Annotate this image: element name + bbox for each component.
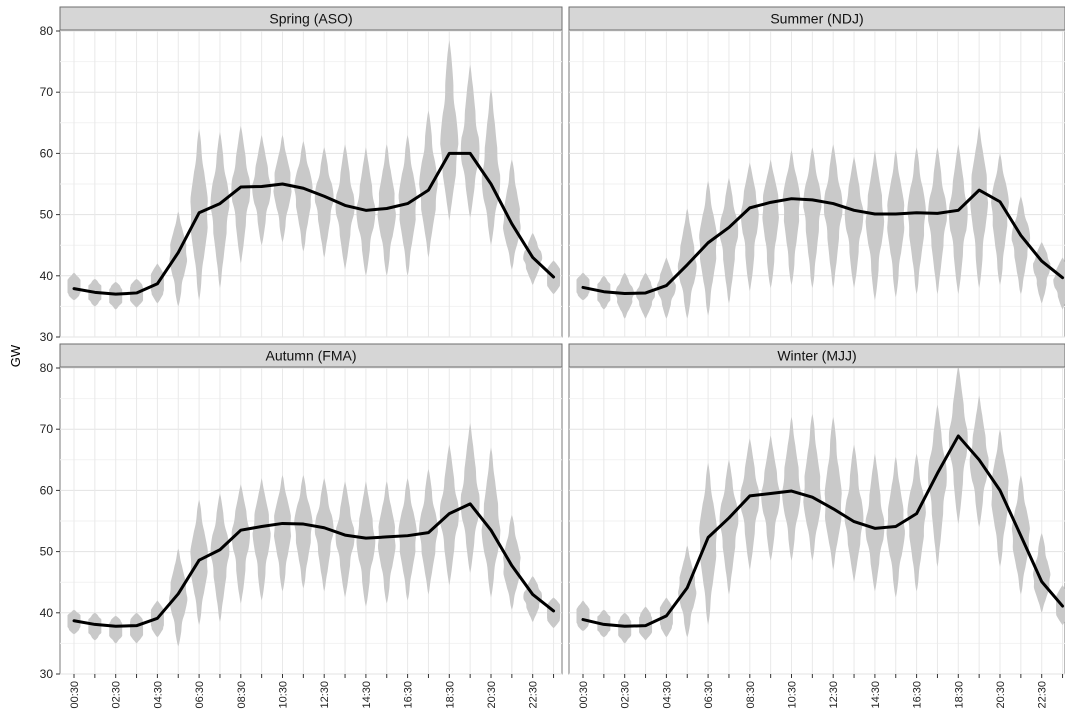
panel-title: Winter (MJJ) (777, 348, 856, 364)
y-tick-label: 80 (40, 361, 54, 375)
panel-1: Summer (NDJ) (569, 7, 1065, 337)
y-axis-label: GW (8, 344, 23, 367)
x-tick-label: 00:30 (578, 681, 590, 709)
x-tick-label: 10:30 (278, 681, 290, 709)
y-tick-label: 50 (40, 208, 54, 222)
x-tick-label: 20:30 (995, 681, 1007, 709)
y-tick-label: 40 (40, 269, 54, 283)
panel-title: Spring (ASO) (269, 11, 352, 27)
y-tick-label: 70 (40, 422, 54, 436)
y-tick-label: 50 (40, 545, 54, 559)
x-tick-label: 18:30 (444, 681, 456, 709)
x-tick-label: 16:30 (403, 681, 415, 709)
x-tick-label: 04:30 (661, 681, 673, 709)
x-tick-label: 02:30 (111, 681, 123, 709)
y-tick-label: 60 (40, 146, 54, 160)
x-tick-label: 02:30 (620, 681, 632, 709)
x-tick-label: 12:30 (828, 681, 840, 709)
panel-0: Spring (ASO) 30 40 50 60 70 80 (40, 7, 562, 344)
x-tick-label: 08:30 (745, 681, 757, 709)
x-tick-label: 16:30 (912, 681, 924, 709)
y-tick-label: 30 (40, 330, 54, 344)
x-tick-label: 00:30 (69, 681, 81, 709)
x-tick-label: 14:30 (870, 681, 882, 709)
x-tick-label: 06:30 (194, 681, 206, 709)
x-tick-label: 18:30 (953, 681, 965, 709)
y-tick-label: 70 (40, 85, 54, 99)
y-tick-label: 60 (40, 483, 54, 497)
x-tick-label: 06:30 (703, 681, 715, 709)
x-tick-label: 08:30 (236, 681, 248, 709)
y-tick-label: 80 (40, 24, 54, 38)
panel-title: Autumn (FMA) (265, 348, 356, 364)
x-tick-label: 10:30 (787, 681, 799, 709)
x-tick-label: 04:30 (152, 681, 164, 709)
panel-3: Winter (MJJ) 00:30 02:30 04:30 06:30 08:30 10:… (569, 344, 1065, 709)
panel-title: Summer (NDJ) (770, 11, 863, 27)
x-tick-label: 22:30 (528, 681, 540, 709)
x-tick-label: 20:30 (486, 681, 498, 709)
x-tick-label: 12:30 (319, 681, 331, 709)
x-tick-label: 14:30 (361, 681, 373, 709)
y-tick-label: 30 (40, 667, 54, 681)
panel-2: Autumn (FMA) 30 40 50 60 70 80 00:30 02:30 04:30 0… (40, 344, 562, 709)
y-tick-label: 40 (40, 606, 54, 620)
x-tick-label: 22:30 (1037, 681, 1049, 709)
